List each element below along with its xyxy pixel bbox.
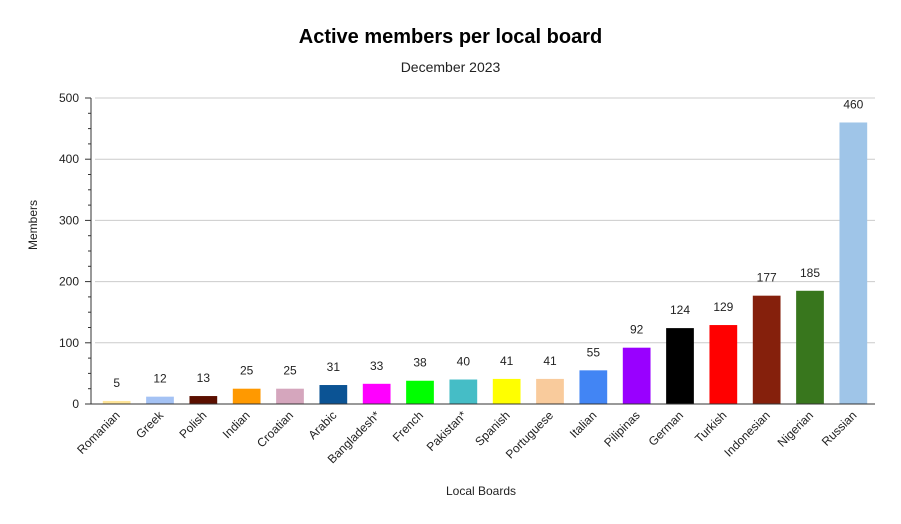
y-tick-label: 300 — [59, 213, 79, 227]
data-label: 129 — [713, 300, 733, 314]
data-label: 33 — [370, 359, 384, 373]
data-label: 55 — [587, 345, 601, 359]
data-label: 31 — [327, 360, 341, 374]
x-tick-label: German — [646, 408, 687, 449]
y-tick-label: 400 — [59, 152, 79, 166]
data-label: 13 — [197, 371, 211, 385]
y-tick-label: 200 — [59, 275, 79, 289]
data-label: 124 — [670, 303, 690, 317]
data-label: 41 — [543, 354, 557, 368]
bar — [406, 380, 434, 404]
data-label: 12 — [153, 372, 167, 386]
data-label: 5 — [113, 376, 120, 390]
y-axis-title: Members — [26, 200, 40, 250]
bar — [839, 122, 868, 404]
bar — [622, 347, 651, 404]
bar — [232, 388, 261, 404]
data-label: 92 — [630, 323, 644, 337]
y-tick-label: 0 — [72, 397, 79, 411]
y-tick-label: 500 — [59, 91, 79, 105]
bar — [579, 370, 608, 404]
x-tick-label: Croatian — [254, 408, 296, 450]
bar — [709, 325, 738, 404]
data-label: 38 — [413, 356, 427, 370]
x-tick-label: French — [390, 408, 426, 444]
x-tick-label: Arabic — [306, 408, 340, 442]
data-label: 25 — [240, 364, 254, 378]
x-axis-title: Local Boards — [446, 484, 516, 498]
bar — [796, 290, 824, 404]
data-label: 185 — [800, 266, 820, 280]
x-tick-label: Nigerian — [775, 408, 817, 450]
data-label: 177 — [757, 271, 777, 285]
bar — [536, 378, 564, 404]
bar — [752, 295, 781, 404]
data-label: 41 — [500, 354, 514, 368]
x-tick-label: Portuguese — [503, 408, 557, 462]
x-tick-label: Pakistan* — [424, 408, 470, 454]
x-tick-label: Polish — [176, 408, 209, 441]
x-tick-label: Italian — [567, 408, 600, 441]
x-tick-label: Pilipinas — [601, 408, 643, 450]
x-tick-label: Indian — [220, 408, 253, 441]
chart-title: Active members per local board — [298, 26, 603, 48]
x-tick-label: Russian — [819, 408, 860, 449]
bar — [666, 328, 694, 404]
bar — [319, 385, 348, 404]
bar — [492, 378, 521, 404]
x-tick-label: Indonesian — [721, 408, 772, 459]
x-tick-label: Spanish — [472, 408, 513, 449]
bar — [362, 383, 391, 404]
bar — [276, 388, 304, 404]
bar — [189, 396, 218, 404]
data-label: 460 — [843, 97, 863, 111]
x-tick-label: Greek — [133, 408, 167, 442]
bar — [146, 396, 174, 404]
chart-subtitle: December 2023 — [400, 59, 501, 75]
bar — [102, 400, 131, 404]
y-tick-label: 100 — [59, 336, 79, 350]
x-tick-label: Turkish — [692, 408, 729, 445]
bar — [449, 379, 478, 404]
data-label: 40 — [457, 355, 471, 369]
data-label: 25 — [283, 364, 297, 378]
x-tick-label: Romanian — [74, 408, 123, 457]
